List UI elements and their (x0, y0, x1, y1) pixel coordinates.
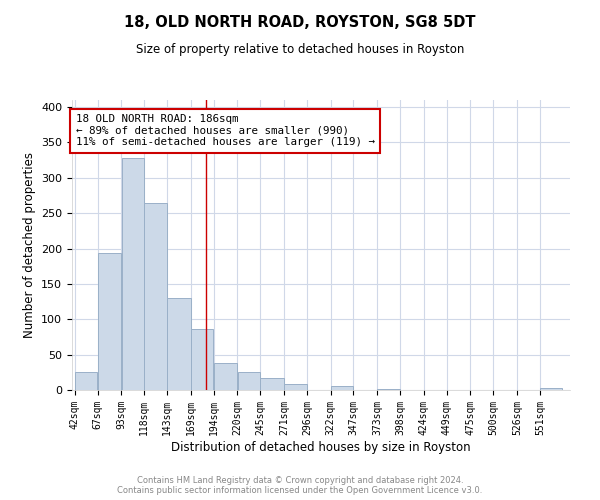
Text: Contains HM Land Registry data © Crown copyright and database right 2024.: Contains HM Land Registry data © Crown c… (137, 476, 463, 485)
Y-axis label: Number of detached properties: Number of detached properties (23, 152, 35, 338)
Bar (540, 388, 562, 390)
Bar (284, 384, 307, 390)
Text: 18, OLD NORTH ROAD, ROYSTON, SG8 5DT: 18, OLD NORTH ROAD, ROYSTON, SG8 5DT (124, 15, 476, 30)
Bar (214, 363, 237, 390)
Bar (122, 158, 144, 390)
Text: Contains public sector information licensed under the Open Government Licence v3: Contains public sector information licen… (118, 486, 482, 495)
Bar (145, 202, 167, 390)
Text: Size of property relative to detached houses in Royston: Size of property relative to detached ho… (136, 42, 464, 56)
Bar (260, 378, 284, 390)
Text: 18 OLD NORTH ROAD: 186sqm
← 89% of detached houses are smaller (990)
11% of semi: 18 OLD NORTH ROAD: 186sqm ← 89% of detac… (76, 114, 374, 148)
Bar (98, 254, 121, 390)
Bar (238, 372, 260, 390)
Bar (377, 388, 400, 390)
Bar (75, 372, 97, 390)
Bar (331, 386, 353, 390)
Bar (167, 298, 191, 390)
Bar (191, 329, 214, 390)
X-axis label: Distribution of detached houses by size in Royston: Distribution of detached houses by size … (171, 440, 471, 454)
